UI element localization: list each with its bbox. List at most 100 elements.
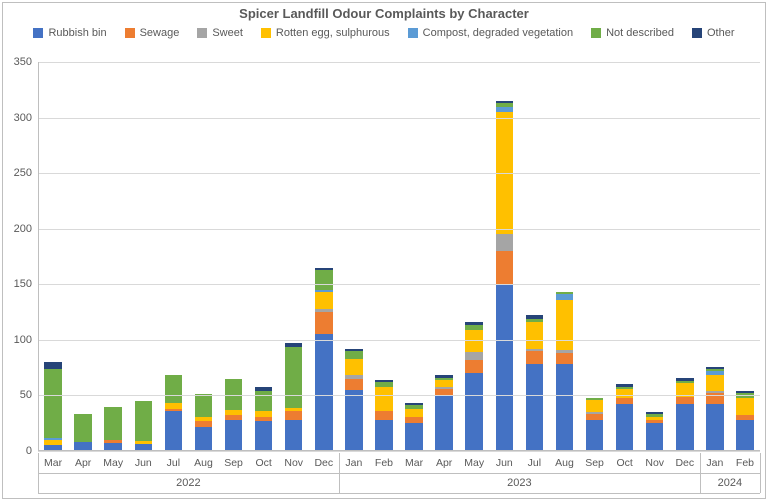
y-tick-label: 350 — [14, 56, 38, 68]
bar-segment-sewage — [496, 251, 513, 284]
bar-segment-other — [44, 362, 61, 369]
bar-segment-not_described — [104, 407, 121, 440]
x-month-label: Oct — [255, 457, 271, 469]
x-month-label: Jun — [496, 457, 513, 469]
x-year-separator — [760, 453, 761, 493]
bar-segment-rubbish — [556, 364, 573, 451]
bar-segment-not_described — [255, 391, 272, 411]
x-month-label: Jan — [706, 457, 723, 469]
x-year-label: 2022 — [176, 477, 200, 489]
bar-col — [104, 407, 121, 451]
bar-segment-sweet — [496, 234, 513, 251]
bar-segment-rubbish — [616, 404, 633, 451]
bar-col — [44, 362, 61, 451]
bar-segment-rotten — [435, 380, 452, 387]
legend-label: Other — [707, 27, 735, 39]
legend-label: Rotten egg, sulphurous — [276, 27, 390, 39]
gridline — [38, 340, 760, 341]
x-month-label: Oct — [616, 457, 632, 469]
legend-label: Rubbish bin — [48, 27, 106, 39]
bar-segment-rubbish — [496, 284, 513, 451]
x-month-label: Nov — [284, 457, 303, 469]
legend-swatch — [33, 28, 43, 38]
bar-segment-not_described — [135, 401, 152, 441]
x-month-label: Feb — [736, 457, 754, 469]
bar-segment-rotten — [465, 330, 482, 352]
bar-segment-rotten — [375, 387, 392, 411]
legend-swatch — [408, 28, 418, 38]
bar-col — [375, 380, 392, 451]
x-month-label: May — [464, 457, 484, 469]
legend-item-other: Other — [692, 27, 735, 39]
bar-col — [706, 367, 723, 451]
x-month-label: May — [103, 457, 123, 469]
legend-item-not_described: Not described — [591, 27, 674, 39]
bar-segment-not_described — [285, 347, 302, 408]
bar-col — [165, 375, 182, 451]
chart-title: Spicer Landfill Odour Complaints by Char… — [0, 0, 768, 21]
bar-segment-rotten — [736, 398, 753, 416]
bar-segment-rotten — [556, 300, 573, 350]
bar-col — [496, 101, 513, 451]
bar-col — [556, 292, 573, 451]
legend-label: Not described — [606, 27, 674, 39]
x-month-label: Dec — [314, 457, 333, 469]
gridline — [38, 284, 760, 285]
x-month-label: Jan — [345, 457, 362, 469]
bar-segment-rubbish — [435, 395, 452, 451]
bar-segment-sewage — [345, 379, 362, 390]
x-month-label: Jul — [167, 457, 180, 469]
bar-segment-sewage — [285, 411, 302, 420]
legend-item-rotten: Rotten egg, sulphurous — [261, 27, 390, 39]
bar-segment-sewage — [676, 397, 693, 405]
bar-col — [315, 268, 332, 451]
x-year-label: 2024 — [718, 477, 742, 489]
y-tick-label: 150 — [14, 278, 38, 290]
bar-segment-rubbish — [465, 373, 482, 451]
bar-segment-not_described — [195, 394, 212, 416]
bar-segment-rotten — [345, 359, 362, 376]
bar-segment-not_described — [165, 375, 182, 403]
bar-col — [405, 403, 422, 451]
legend-item-rubbish: Rubbish bin — [33, 27, 106, 39]
bar-segment-rotten — [706, 375, 723, 391]
gridline — [38, 62, 760, 63]
x-month-label: Apr — [436, 457, 452, 469]
bar-segment-not_described — [225, 379, 242, 410]
bar-col — [225, 379, 242, 451]
bar-col — [195, 394, 212, 451]
bar-col — [616, 384, 633, 451]
legend-label: Sweet — [212, 27, 243, 39]
gridline — [38, 173, 760, 174]
y-tick-label: 300 — [14, 112, 38, 124]
x-month-label: Apr — [75, 457, 91, 469]
y-tick-label: 250 — [14, 167, 38, 179]
bar-segment-rubbish — [345, 390, 362, 451]
bar-segment-rotten — [526, 322, 543, 349]
bar-segment-rubbish — [706, 404, 723, 451]
bar-col — [465, 322, 482, 451]
legend-label: Compost, degraded vegetation — [423, 27, 573, 39]
bar-segment-rotten — [315, 292, 332, 309]
gridline — [38, 118, 760, 119]
bar-col — [736, 391, 753, 451]
legend-item-compost: Compost, degraded vegetation — [408, 27, 573, 39]
x-month-label: Dec — [675, 457, 694, 469]
bar-segment-rubbish — [646, 423, 663, 451]
bar-segment-rubbish — [285, 420, 302, 451]
bar-col — [345, 349, 362, 451]
bar-col — [135, 401, 152, 451]
bar-col — [646, 412, 663, 451]
bar-segment-sewage — [616, 398, 633, 405]
x-axis-year-divider — [38, 493, 760, 494]
bar-col — [74, 414, 91, 451]
y-tick-label: 100 — [14, 334, 38, 346]
legend-swatch — [197, 28, 207, 38]
bar-segment-rubbish — [586, 420, 603, 451]
gridline — [38, 395, 760, 396]
y-tick-label: 50 — [20, 389, 38, 401]
bar-segment-rotten — [586, 400, 603, 412]
bar-segment-sewage — [315, 312, 332, 334]
x-month-label: Aug — [555, 457, 574, 469]
bar-segment-rubbish — [315, 334, 332, 451]
